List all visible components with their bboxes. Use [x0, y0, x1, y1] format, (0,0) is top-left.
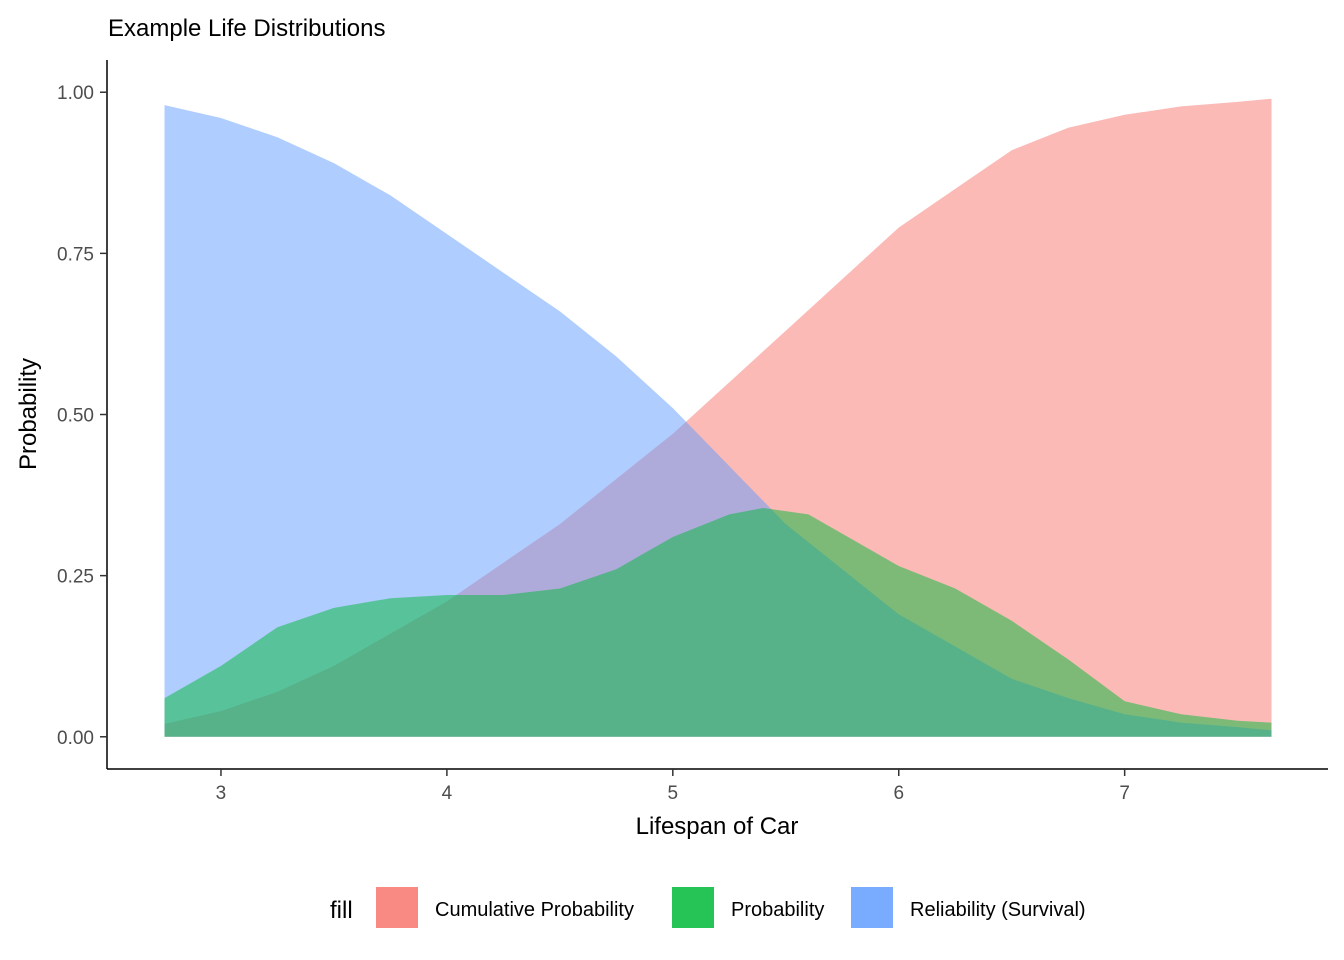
legend-label: Probability: [731, 899, 824, 921]
legend-key-cumulative-probability: [376, 887, 418, 928]
legend-key-reliability-survival: [851, 887, 893, 928]
y-tick-label: 0.25: [57, 567, 94, 588]
y-axis-title: Probability: [15, 358, 42, 470]
legend-key-probability: [672, 887, 714, 928]
legend: fill Cumulative Probability Probability Re…: [330, 887, 1086, 928]
area-cumulative-probability: [164, 98, 1272, 737]
x-tick-label: 5: [668, 783, 679, 804]
legend-label: Cumulative Probability: [435, 899, 634, 921]
x-tick-label: 7: [1119, 783, 1130, 804]
y-axis-ticks: 0.00 0.25 0.50 0.75 1.00: [57, 83, 107, 749]
chart-title: Example Life Distributions: [108, 15, 385, 42]
y-tick-label: 1.00: [57, 83, 94, 104]
area-layers: [164, 98, 1272, 737]
legend-title: fill: [330, 897, 353, 924]
x-axis-title: Lifespan of Car: [636, 813, 799, 840]
x-axis-ticks: 3 4 5 6 7: [216, 769, 1130, 804]
area-reliability-survival: [164, 105, 1272, 737]
x-tick-label: 6: [893, 783, 904, 804]
y-tick-label: 0.50: [57, 406, 94, 427]
x-tick-label: 4: [442, 783, 453, 804]
legend-label: Reliability (Survival): [910, 899, 1086, 921]
y-tick-label: 0.75: [57, 244, 94, 265]
y-tick-label: 0.00: [57, 728, 94, 749]
area-probability: [164, 508, 1272, 737]
x-tick-label: 3: [216, 783, 227, 804]
